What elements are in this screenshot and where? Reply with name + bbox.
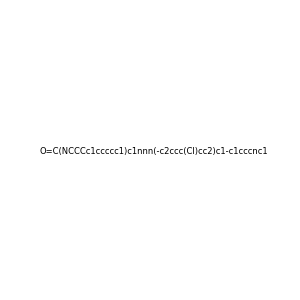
Text: O=C(NCCCc1ccccc1)c1nnn(-c2ccc(Cl)cc2)c1-c1cccnc1: O=C(NCCCc1ccccc1)c1nnn(-c2ccc(Cl)cc2)c1-…: [39, 147, 268, 156]
